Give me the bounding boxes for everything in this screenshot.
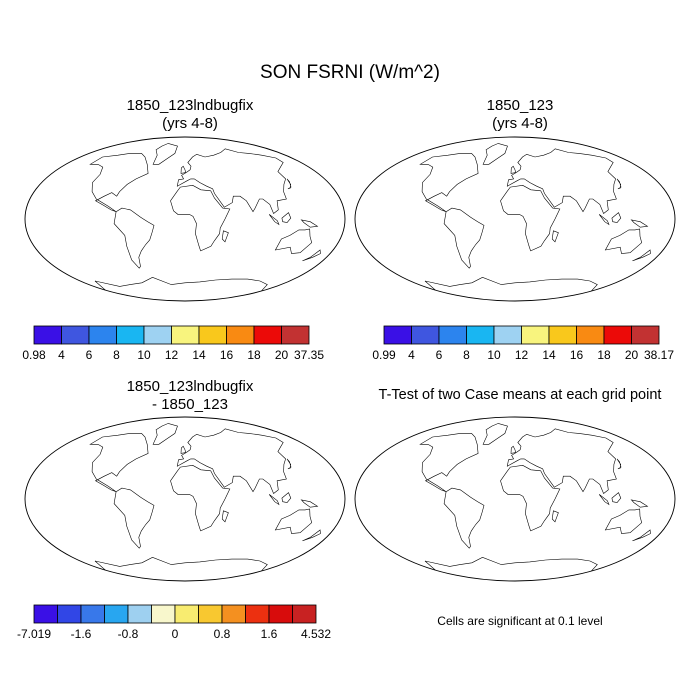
colorbar-swatch [174,604,199,624]
map-border [24,136,346,302]
ocean [25,417,345,581]
colorbar-swatch [143,325,172,345]
coastlines [419,423,651,581]
colorbar-tick-label: 6 [436,348,443,362]
colorbar-tick-label: 1.6 [261,627,278,641]
coastlines [89,143,321,301]
colorbar-tick-label: 14 [192,348,206,362]
colorbar-tick-label: 10 [137,348,151,362]
colorbar-tick-label: 4.532 [301,627,331,641]
colorbar-tick-label: 37.35 [294,348,324,362]
ocean [25,137,345,301]
colorbar-tick-label: 14 [542,348,556,362]
colorbar-tick-label: 12 [165,348,179,362]
ocean [355,417,675,581]
colorbar-tick-label: 38.17 [644,348,674,362]
map-border [354,136,676,302]
colorbar-tick-label: -0.8 [118,627,139,641]
colorbar-swatch [383,325,412,345]
colorbar-swatch [548,325,577,345]
colorbar-tick-label: 0 [172,627,179,641]
colorbar-swatch [411,325,440,345]
colorbar-swatch [88,325,117,345]
colorbar-swatch [631,325,660,345]
colorbar-tick-label: 8 [113,348,120,362]
colorbar-swatch [603,325,632,345]
colorbar-swatch [221,604,246,624]
colorbar-tick-label: 8 [463,348,470,362]
ocean [355,137,675,301]
panel-3-colorbar: -7.019 -1.6 -0.8 0 0.8 1.6 4.532 [17,604,331,641]
colorbar-swatch [80,604,105,624]
colorbar-tick-label: 0.98 [22,348,46,362]
panel-3-map [24,416,346,582]
colorbar-swatch [493,325,522,345]
colorbar-swatch [116,325,145,345]
colorbar-tick-label: 20 [625,348,639,362]
panel-1-map [24,136,346,302]
colorbar-swatch [268,604,293,624]
figure-title: SON FSRNI (W/m^2) [260,62,440,83]
colorbar-tick-label: 16 [220,348,234,362]
panel-2-map [354,136,676,302]
panel-2-colorbar: 0.99 4 6 8 10 12 14 16 18 20 38.17 [372,325,674,362]
colorbar-swatch [253,325,282,345]
colorbar-swatch [281,325,310,345]
colorbar-swatch [292,604,317,624]
panel-1-title: 1850_123lndbugfix (yrs 4-8) [25,97,355,133]
panel-4-footnote: Cells are significant at 0.1 level [437,614,603,628]
colorbar-swatch [33,325,62,345]
colorbar-tick-label: -1.6 [71,627,92,641]
colorbar-tick-label: 16 [570,348,584,362]
colorbar-swatch [171,325,200,345]
colorbar-swatch [198,325,227,345]
panel-1-title-line2: (yrs 4-8) [162,115,218,132]
colorbar-tick-label: 4 [408,348,415,362]
colorbar-swatch [226,325,255,345]
colorbar-tick-label: 18 [247,348,261,362]
panel-4-title-line1: T-Test of two Case means at each grid po… [378,387,662,403]
colorbar-swatch [127,604,152,624]
panel-1-colorbar: 0.98 4 6 8 10 12 14 16 18 20 37.35 [22,325,324,362]
panel-3-title: 1850_123lndbugfix - 1850_123 [25,378,355,414]
colorbar-tick-label: 0.8 [214,627,231,641]
coastlines [419,143,651,301]
colorbar-swatch [151,604,176,624]
panel-2-title: 1850_123 (yrs 4-8) [355,97,685,133]
colorbar-swatch [57,604,82,624]
colorbar-swatch [61,325,90,345]
colorbar-swatch [104,604,129,624]
colorbar-tick-label: 6 [86,348,93,362]
colorbar-tick-label: -7.019 [17,627,51,641]
colorbar-swatch [466,325,495,345]
colorbar-swatch [521,325,550,345]
colorbar-swatch [198,604,223,624]
colorbar-tick-label: 18 [597,348,611,362]
panel-2-title-line2: (yrs 4-8) [492,115,548,132]
colorbar-swatch [576,325,605,345]
colorbar-tick-label: 4 [58,348,65,362]
panel-2-title-line1: 1850_123 [486,97,554,114]
colorbar-swatch [33,604,58,624]
colorbar-tick-label: 12 [515,348,529,362]
colorbar-tick-label: 0.99 [372,348,396,362]
colorbar-tick-label: 10 [487,348,501,362]
colorbar-tick-label: 20 [275,348,289,362]
panel-4-title: T-Test of two Case means at each grid po… [355,386,685,404]
panel-3-title-line2: - 1850_123 [152,396,228,413]
map-border [354,416,676,582]
panel-1-title-line1: 1850_123lndbugfix [126,97,254,114]
panel-4-map [354,416,676,582]
panel-3-title-line1: 1850_123lndbugfix [126,378,254,395]
colorbar-swatch [438,325,467,345]
colorbar-swatch [245,604,270,624]
map-border [24,416,346,582]
